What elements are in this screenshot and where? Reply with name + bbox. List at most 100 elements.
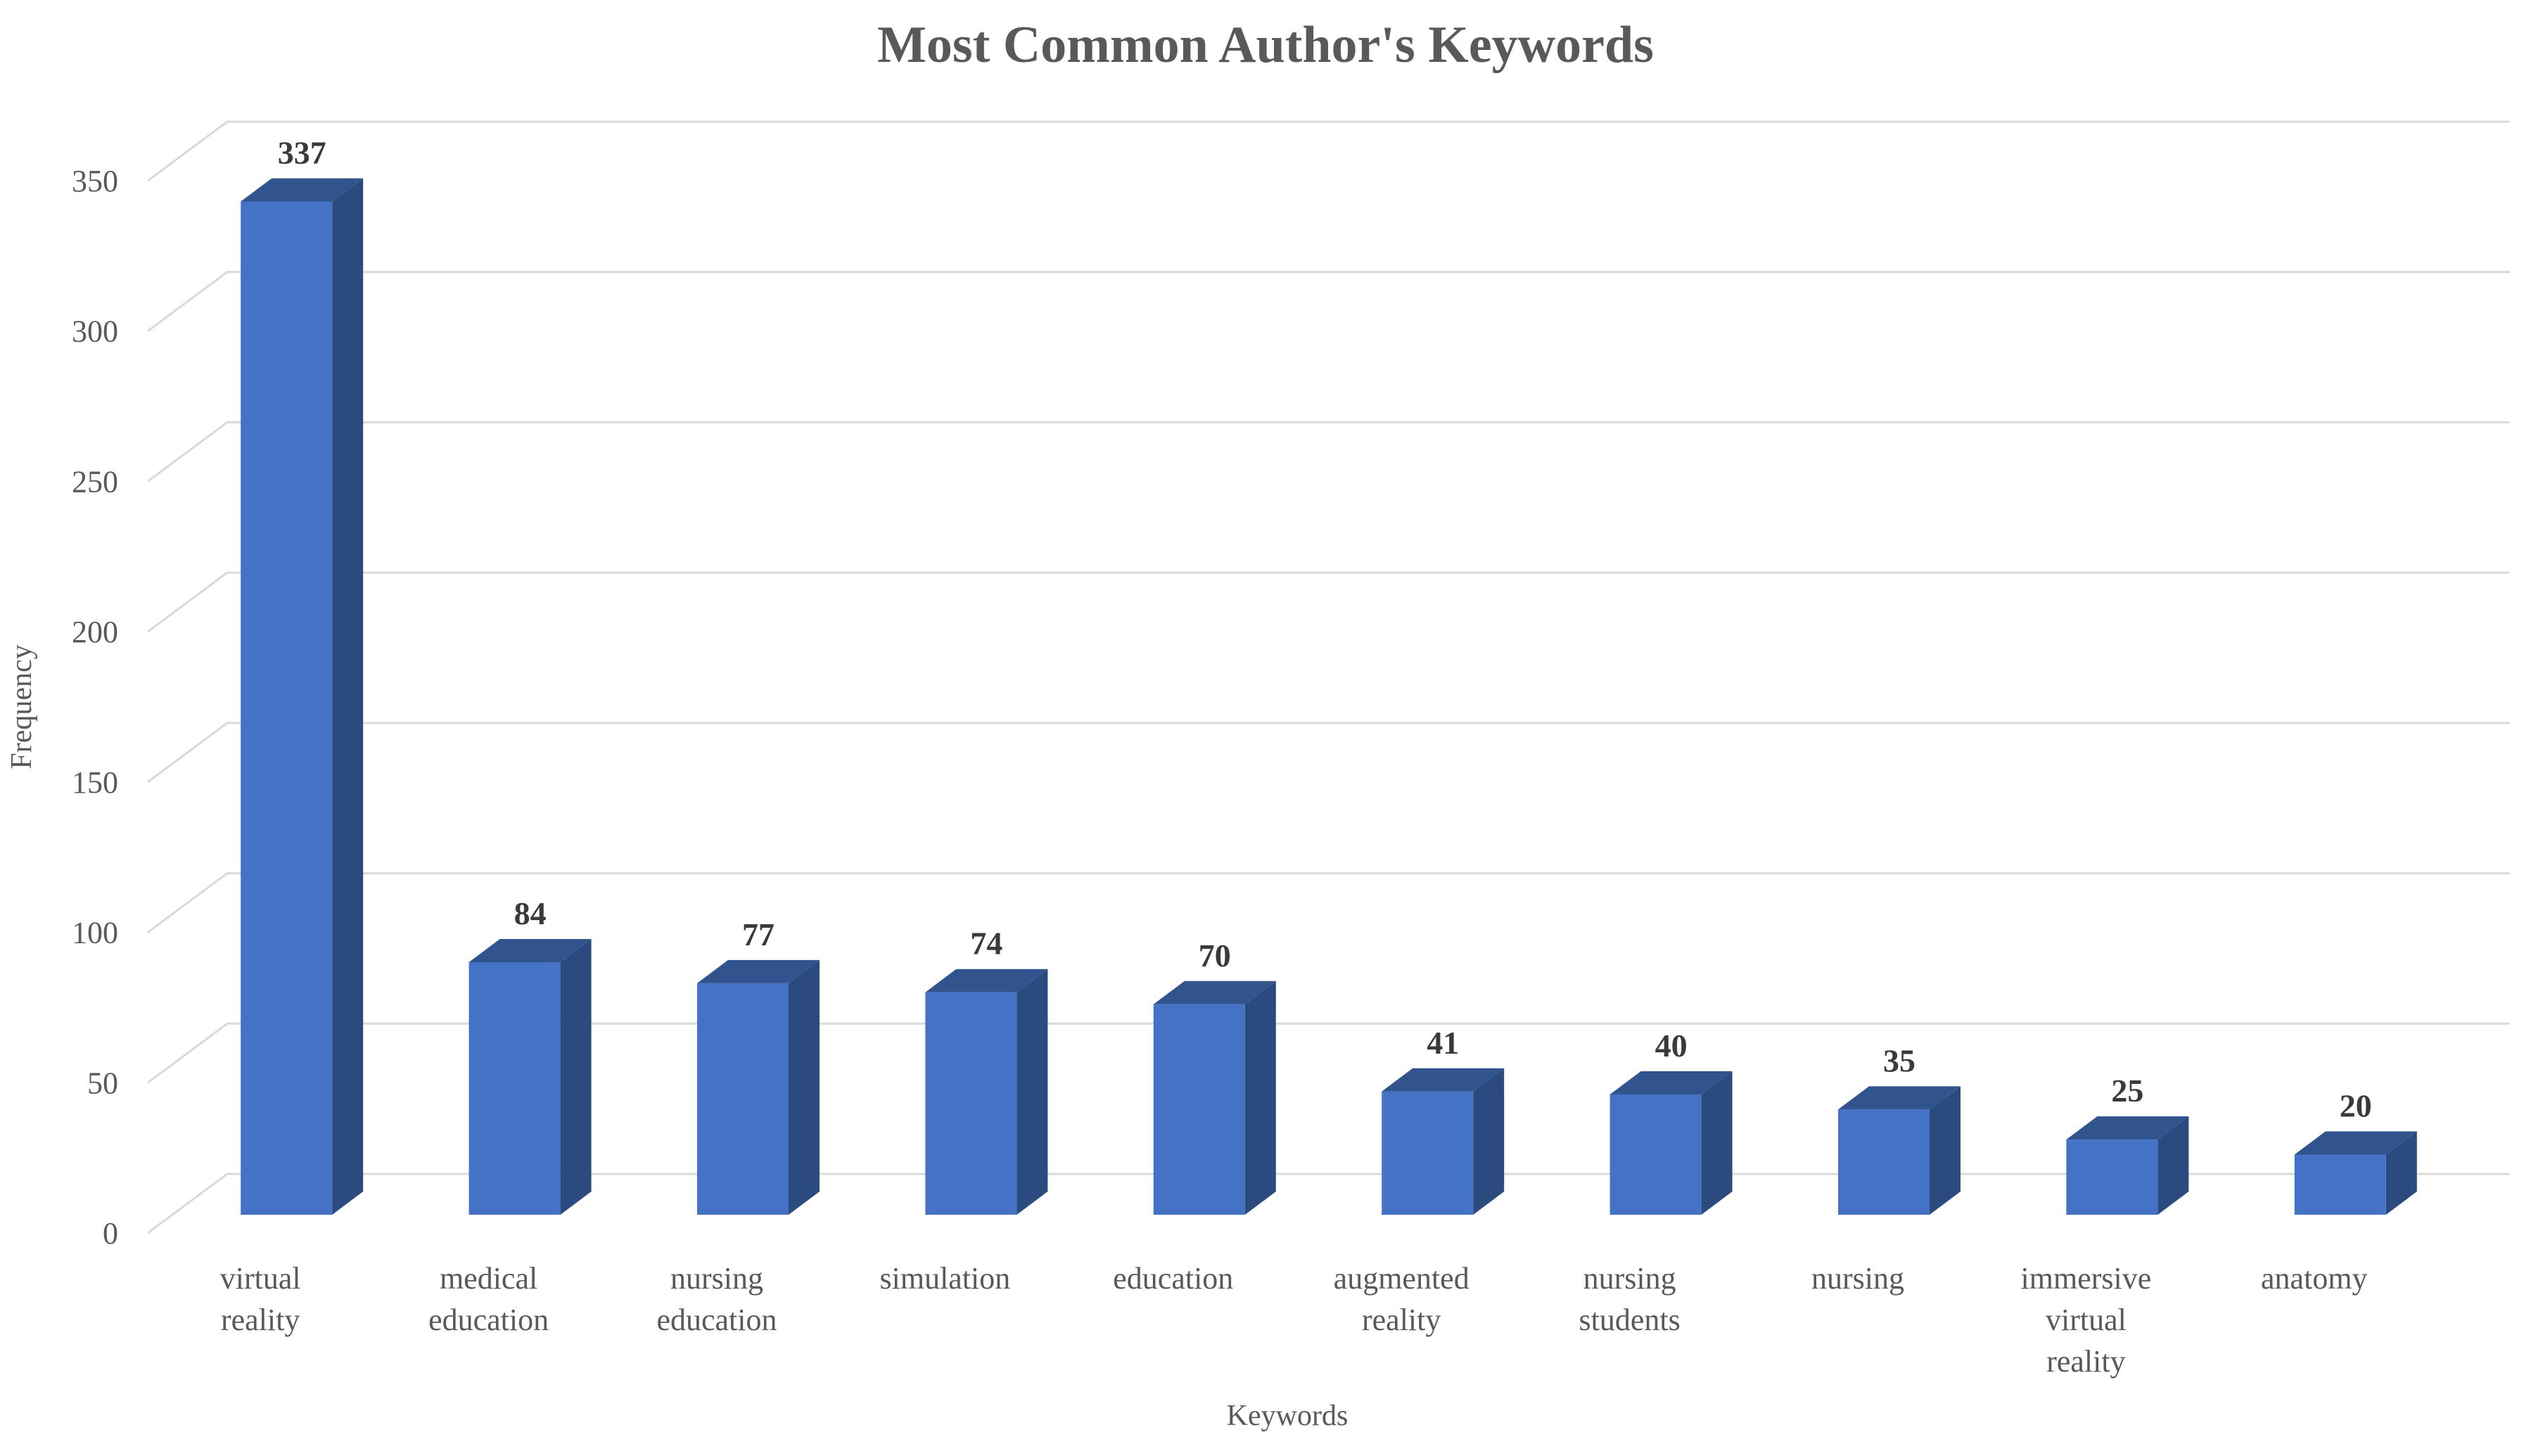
x-category-label-line: immersive bbox=[2021, 1261, 2152, 1296]
y-tick-label-200: 200 bbox=[72, 615, 118, 649]
y-tick-label-0: 0 bbox=[103, 1216, 118, 1251]
bar-side-face-simulation bbox=[1016, 969, 1048, 1215]
x-category-label-line: simulation bbox=[880, 1261, 1011, 1296]
x-category-label-line: reality bbox=[2046, 1344, 2125, 1379]
bar-front-face-simulation bbox=[925, 992, 1017, 1215]
data-label-anatomy: 20 bbox=[2340, 1088, 2372, 1124]
x-category-label-anatomy: anatomy bbox=[2261, 1261, 2368, 1296]
bar-side-face-anatomy bbox=[2385, 1131, 2417, 1215]
bar-top-face-anatomy bbox=[2294, 1131, 2417, 1155]
x-category-labels: virtual reality medical education nursing edu… bbox=[220, 1261, 2368, 1379]
x-category-label-line: augmented bbox=[1334, 1261, 1469, 1296]
bar-side-face-virtual-reality bbox=[332, 178, 364, 1215]
data-label-nursing-students: 40 bbox=[1655, 1028, 1688, 1064]
bar-education bbox=[1153, 981, 1276, 1215]
bar-virtual-reality bbox=[241, 178, 364, 1215]
bar-nursing bbox=[1838, 1086, 1961, 1215]
bar-side-face-nursing-students bbox=[1701, 1071, 1733, 1215]
x-category-label-line: nursing bbox=[670, 1261, 763, 1296]
bar-front-face-nursing-students bbox=[1609, 1094, 1702, 1215]
bar-anatomy bbox=[2294, 1131, 2417, 1215]
data-label-augmented-reality: 41 bbox=[1427, 1025, 1459, 1061]
bar-side-face-immersive-virtual-reality bbox=[2157, 1116, 2189, 1215]
bar-top-face-simulation bbox=[925, 969, 1048, 992]
y-tick-label-250: 250 bbox=[72, 464, 118, 499]
bar-top-face-nursing-students bbox=[1609, 1071, 1733, 1095]
y-axis-title: Frequency bbox=[6, 644, 38, 769]
bar-side-face-medical-education bbox=[560, 938, 592, 1215]
bar-nursing-education bbox=[697, 959, 820, 1215]
x-category-label-line: education bbox=[1113, 1261, 1233, 1296]
bar-top-face-immersive-virtual-reality bbox=[2066, 1116, 2189, 1140]
y-tick-label-300: 300 bbox=[72, 314, 118, 349]
bar-front-face-medical-education bbox=[468, 962, 561, 1215]
bar-medical-education bbox=[468, 938, 592, 1215]
gridline-250 bbox=[147, 421, 2510, 483]
x-category-label-line: education bbox=[428, 1303, 549, 1337]
data-labels: 337 84 77 74 70 41 40 35 25 20 bbox=[278, 135, 2372, 1124]
gridline-50 bbox=[147, 1022, 2510, 1084]
bar-front-face-nursing-education bbox=[697, 983, 789, 1215]
x-category-label-line: nursing bbox=[1583, 1261, 1676, 1296]
bar-top-face-nursing bbox=[1838, 1086, 1961, 1110]
bar-side-face-nursing-education bbox=[789, 959, 820, 1215]
y-tick-label-150: 150 bbox=[72, 765, 118, 800]
bar-immersive-virtual-reality bbox=[2066, 1116, 2189, 1215]
x-category-label-nursing: nursing bbox=[1811, 1261, 1904, 1296]
gridline-350 bbox=[147, 120, 2510, 182]
gridline-100 bbox=[147, 872, 2510, 933]
data-label-nursing-education: 77 bbox=[742, 917, 774, 952]
x-category-label-medical-education: medical education bbox=[428, 1261, 549, 1337]
chart-title: Most Common Author's Keywords bbox=[877, 16, 1654, 74]
gridline-200 bbox=[147, 571, 2510, 633]
bar-front-face-augmented-reality bbox=[1382, 1091, 1474, 1215]
bar-top-face-education bbox=[1153, 981, 1276, 1004]
gridline-150 bbox=[147, 722, 2510, 784]
bar-top-face-medical-education bbox=[468, 938, 592, 962]
gridline-0 bbox=[147, 1173, 2510, 1234]
x-category-label-line: students bbox=[1579, 1303, 1680, 1337]
bar-top-face-nursing-education bbox=[697, 959, 820, 983]
bar-side-face-education bbox=[1244, 981, 1276, 1215]
data-label-nursing: 35 bbox=[1883, 1042, 1915, 1078]
y-tick-label-350: 350 bbox=[72, 164, 118, 198]
bar-side-face-nursing bbox=[1930, 1086, 1961, 1215]
bar-front-face-education bbox=[1153, 1004, 1245, 1215]
x-category-label-line: medical bbox=[440, 1261, 537, 1296]
x-axis-title: Keywords bbox=[1227, 1400, 1349, 1432]
bar-front-face-anatomy bbox=[2294, 1154, 2386, 1215]
x-category-label-nursing-education: nursing education bbox=[656, 1261, 777, 1337]
x-category-label-virtual-reality: virtual reality bbox=[220, 1261, 301, 1337]
y-tick-labels: 0 50 100 150 200 250 300 350 bbox=[72, 164, 118, 1251]
x-category-label-line: nursing bbox=[1811, 1261, 1904, 1296]
x-category-label-line: virtual bbox=[220, 1261, 301, 1296]
x-category-label-simulation: simulation bbox=[880, 1261, 1011, 1296]
x-category-label-augmented-reality: augmented reality bbox=[1334, 1261, 1469, 1337]
y-tick-label-50: 50 bbox=[87, 1066, 118, 1100]
x-category-label-line: reality bbox=[221, 1303, 300, 1337]
bar-top-face-augmented-reality bbox=[1382, 1068, 1505, 1092]
bar-front-face-immersive-virtual-reality bbox=[2066, 1139, 2158, 1215]
bars bbox=[241, 178, 2417, 1215]
y-tick-label-100: 100 bbox=[72, 916, 118, 950]
x-category-label-nursing-students: nursing students bbox=[1579, 1261, 1680, 1337]
data-label-education: 70 bbox=[1199, 938, 1231, 973]
bar-front-face-nursing bbox=[1838, 1109, 1930, 1215]
bar-front-face-virtual-reality bbox=[241, 201, 333, 1215]
data-label-simulation: 74 bbox=[970, 926, 1002, 962]
bar-augmented-reality bbox=[1382, 1068, 1505, 1215]
bar-top-face-virtual-reality bbox=[241, 178, 364, 202]
data-label-immersive-virtual-reality: 25 bbox=[2111, 1073, 2143, 1109]
x-category-label-line: virtual bbox=[2046, 1303, 2127, 1337]
gridlines bbox=[147, 120, 2510, 1234]
bar-side-face-augmented-reality bbox=[1473, 1068, 1505, 1215]
data-label-medical-education: 84 bbox=[514, 895, 547, 931]
x-category-label-immersive-virtual-reality: immersive virtual reality bbox=[2021, 1261, 2152, 1379]
x-category-label-education: education bbox=[1113, 1261, 1233, 1296]
x-category-label-line: reality bbox=[1362, 1303, 1441, 1337]
bar-nursing-students bbox=[1609, 1071, 1733, 1215]
x-category-label-line: education bbox=[656, 1303, 777, 1337]
data-label-virtual-reality: 337 bbox=[278, 135, 326, 171]
